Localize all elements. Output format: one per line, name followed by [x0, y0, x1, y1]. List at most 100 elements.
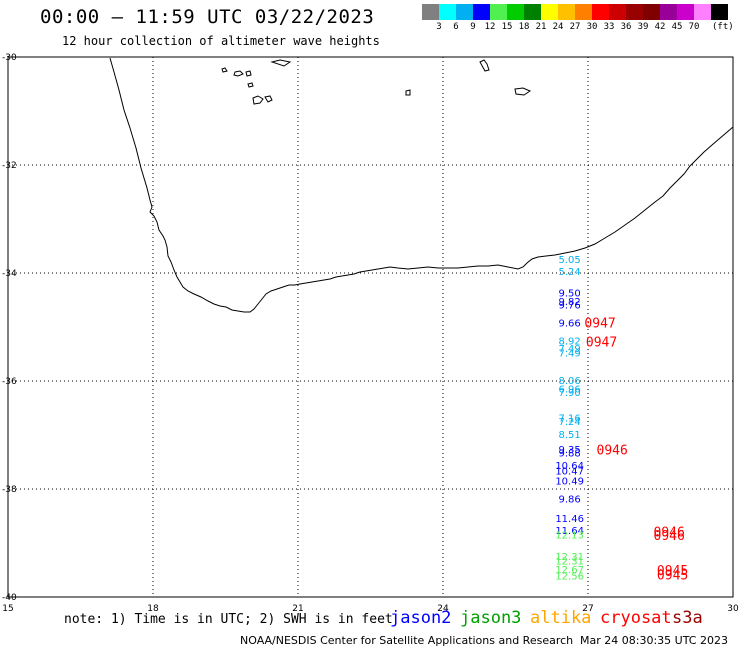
color-swatch: [507, 4, 524, 20]
pass-time-label: 0946: [654, 529, 685, 544]
wave-height-value: 7.49: [559, 344, 581, 355]
color-swatch: [524, 4, 541, 20]
island: [245, 70, 252, 77]
latitude-tick-label: -36: [2, 377, 17, 387]
color-scale-label: 70: [688, 22, 700, 32]
satellite-legend-jason2: jason2: [390, 608, 452, 628]
wave-height-value: 11.46: [555, 514, 584, 525]
wave-height-value: 12.56: [555, 571, 584, 582]
wave-height-value: 10.49: [555, 476, 584, 487]
color-scale-label: 15: [501, 22, 513, 32]
color-scale-label: 6: [453, 22, 459, 32]
wave-height-value: 7.24: [559, 417, 581, 428]
longitude-tick-label: 30: [727, 604, 739, 614]
satellite-legend-altika: altika: [530, 608, 592, 628]
satellite-legend-s3a: s3a: [672, 608, 703, 628]
wave-height-value: 10.47: [555, 467, 584, 478]
map-subtitle: 12 hour collection of altimeter wave hei…: [62, 34, 380, 48]
wave-height-value: 12.31: [555, 556, 584, 567]
south-africa-coast: [109, 57, 734, 313]
color-swatch: [660, 4, 677, 20]
color-swatch: [439, 4, 456, 20]
island: [252, 95, 264, 105]
color-scale-label: 9: [470, 22, 476, 32]
wave-height-value: 7.90: [559, 388, 581, 399]
graticule: [8, 57, 733, 597]
color-scale-label: 36: [620, 22, 632, 32]
coastline: [109, 57, 734, 313]
color-swatch: [473, 4, 490, 20]
longitude-tick-label: 24: [437, 604, 449, 614]
wave-height-value: 6.96: [559, 385, 581, 396]
color-swatch: [643, 4, 660, 20]
wave-height-value: 5.05: [559, 255, 581, 266]
color-swatch: [609, 4, 626, 20]
color-scale-label: 42: [654, 22, 666, 32]
color-swatch: [558, 4, 575, 20]
color-scale-label: 3: [436, 22, 442, 32]
color-swatch: [422, 4, 439, 20]
wave-height-value: 10.64: [555, 461, 584, 472]
color-scale-label: 30: [586, 22, 598, 32]
longitude-tick-label: 21: [292, 604, 303, 614]
generated-timestamp: Mar 24 08:30:35 UTC 2023: [580, 634, 728, 647]
latitude-tick-label: -38: [2, 485, 17, 495]
wave-height-value: 9.76: [559, 300, 581, 311]
pass-time-label: 0947: [584, 317, 615, 332]
wave-height-value: 5.24: [559, 267, 581, 278]
island: [221, 67, 228, 73]
island: [514, 87, 532, 96]
island: [247, 82, 254, 88]
latitude-tick-label: -30: [2, 53, 17, 63]
pass-time-label: 0946: [597, 444, 628, 459]
map-title: 00:00 – 11:59 UTC 03/22/2023: [40, 6, 375, 28]
wave-height-value: 9.86: [559, 495, 581, 506]
color-swatch: [456, 4, 473, 20]
longitude-tick-label: 15: [2, 604, 13, 614]
pass-time-label: 0947: [586, 336, 617, 351]
altimeter-observations: 5.055.24 9.509.829.76 9.66 8.927.497.49 8.06…: [555, 255, 584, 582]
color-scale-label: 18: [518, 22, 530, 32]
color-scale-label: 12: [484, 22, 496, 32]
wave-height-value: 11.64: [555, 526, 584, 537]
wave-height-value: 7.16: [559, 414, 581, 425]
wave-height-value: 9.88: [559, 448, 581, 459]
satellite-legend-cryosat: cryosat: [600, 608, 672, 628]
island: [479, 59, 490, 72]
color-scale-label: 24: [552, 22, 564, 32]
wave-height-value: 12.31: [555, 552, 584, 563]
color-swatch: [541, 4, 558, 20]
color-scale-label: 33: [603, 22, 615, 32]
island: [405, 89, 411, 96]
color-scale-unit: (ft): [712, 22, 734, 32]
latitude-tick-label: -32: [2, 161, 17, 171]
axis-tick-labels: 15 18 21 24 27 30 -30 -32 -34 -36 -38 -40: [2, 53, 739, 614]
pass-time-label: 0946: [654, 526, 685, 541]
wave-height-value: 8.51: [559, 430, 581, 441]
wave-height-value: 9.82: [559, 297, 581, 308]
color-swatch: [694, 4, 711, 20]
wave-height-value: 12.67: [555, 565, 584, 576]
color-swatch: [490, 4, 507, 20]
longitude-tick-label: 27: [582, 604, 593, 614]
color-scale-label: 21: [535, 22, 547, 32]
island: [270, 59, 292, 67]
wave-height-value: 8.06: [559, 376, 581, 387]
wave-height-value: 9.35: [559, 445, 581, 456]
island: [264, 95, 273, 103]
color-swatch: [592, 4, 609, 20]
wave-height-value: 7.49: [559, 348, 581, 359]
footer-note: note: 1) Time is in UTC; 2) SWH is in fe…: [64, 612, 393, 627]
wave-height-value: 8.92: [559, 337, 581, 348]
pass-time-label: 0945: [657, 564, 688, 579]
color-scale-label: 39: [637, 22, 649, 32]
island: [233, 70, 244, 77]
wave-height-value: 12.13: [555, 530, 584, 541]
latitude-tick-label: -40: [2, 593, 17, 603]
color-scale-label: 45: [671, 22, 683, 32]
wave-height-value: 9.66: [559, 319, 581, 330]
map-frame: [7, 56, 734, 598]
